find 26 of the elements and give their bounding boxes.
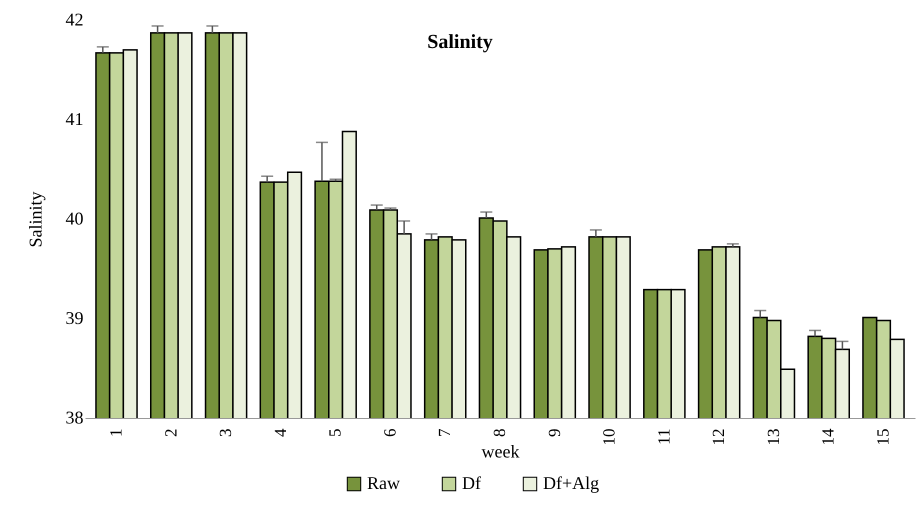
y-tick-label: 42 [66,10,84,30]
x-tick-label: 15 [874,428,892,446]
x-tick-label: 5 [326,428,345,437]
x-tick-label: 6 [380,428,400,437]
legend-label: Raw [367,473,400,493]
x-tick-label: 3 [216,428,236,437]
x-tick-label: 7 [435,428,454,437]
y-axis-title: Salinity [26,191,46,248]
y-tick-label: 38 [66,408,84,428]
legend-label: Df [462,473,481,493]
text: Salinity [427,31,493,53]
x-tick-label: 1 [106,428,126,437]
legend-label: Df+Alg [543,473,600,493]
x-tick-label: 8 [490,428,509,437]
x-axis-title: week [482,442,520,462]
x-tick-label: 12 [709,428,728,446]
y-tick-label: 40 [66,208,84,228]
x-tick-label: 11 [654,428,674,445]
x-tick-label: 13 [764,428,783,446]
x-tick-label: 2 [161,428,180,437]
y-tick-label: 39 [66,308,84,328]
x-tick-label: 4 [270,428,290,437]
x-tick-label: 10 [600,428,619,446]
x-tick-label: 14 [818,428,838,446]
y-tick-label: 41 [66,109,84,129]
x-tick-label: 9 [544,428,564,437]
